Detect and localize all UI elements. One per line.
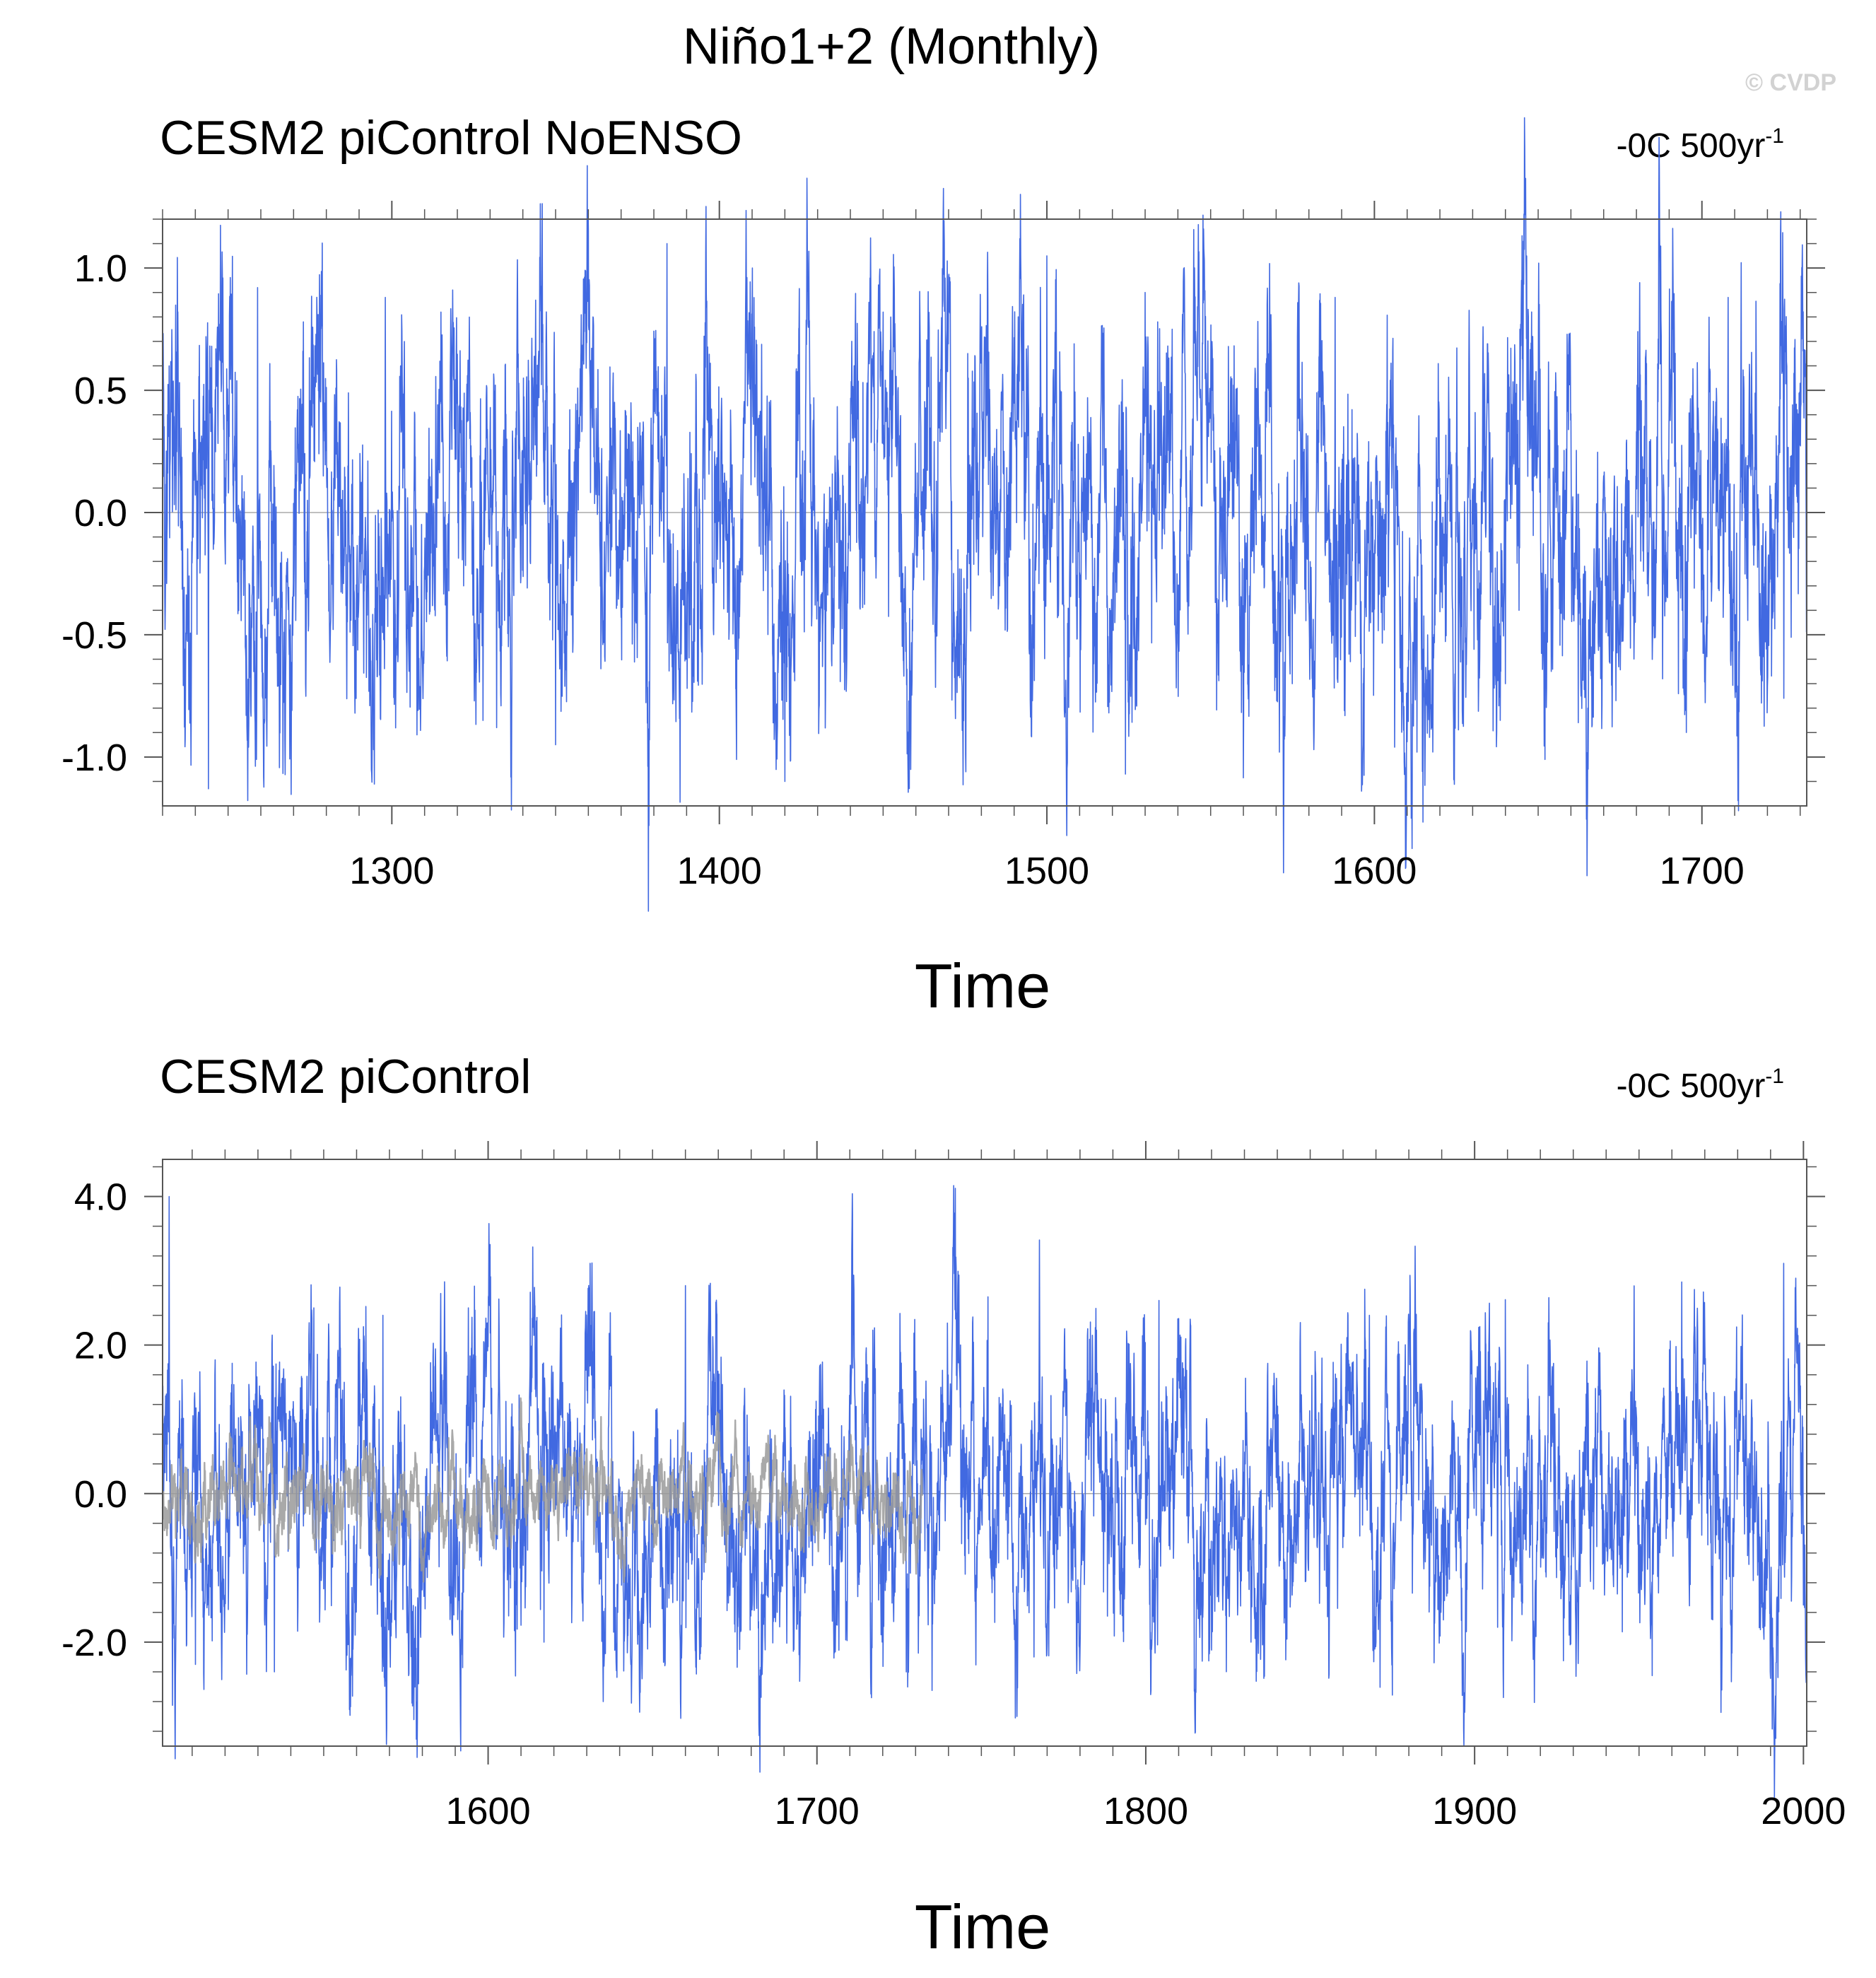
x-tick-label: 1600: [445, 1790, 530, 1832]
chart-panel-picontrol: CESM2 piControl -0C 500yr-1 1600 1700 1800…: [61, 1050, 1846, 1962]
right-label-text: -0C 500yr: [1617, 127, 1766, 165]
y-tick-label: 0.0: [74, 492, 127, 534]
credit-watermark: © CVDP: [1745, 69, 1836, 96]
plot-frame: [162, 218, 1807, 807]
x-tick-label: 1400: [677, 850, 762, 892]
x-tick-label: 1500: [1004, 850, 1089, 892]
panel-right-label: -0C 500yr-1: [1617, 124, 1784, 165]
figure-title: Niño1+2 (Monthly): [683, 18, 1100, 75]
tick-layer: 1600 1700 1800 1900 2000 -2.0 0.0 2.0 4.0: [61, 1141, 1846, 1832]
panel-right-label: -0C 500yr-1: [1617, 1065, 1784, 1105]
x-tick-label: 1600: [1332, 850, 1417, 892]
chart-panel-noenso: CESM2 piControl NoENSO -0C 500yr-1 1300 1…: [61, 111, 1825, 1021]
y-tick-label: 0.0: [74, 1473, 127, 1516]
tick-layer: 1300 1400 1500 1600 1700 -1.0 -0.5 0.0 0.5 1.0: [61, 201, 1825, 892]
x-tick-label: 2000: [1761, 1790, 1846, 1832]
y-tick-label: 2.0: [74, 1325, 127, 1367]
x-axis-label: Time: [915, 951, 1050, 1021]
y-tick-label: 0.5: [74, 370, 127, 412]
right-label-exponent: -1: [1765, 1065, 1784, 1088]
panel-title: CESM2 piControl NoENSO: [160, 111, 742, 165]
right-label-exponent: -1: [1765, 124, 1784, 148]
right-label-text: -0C 500yr: [1617, 1067, 1766, 1105]
x-tick-label: 1800: [1103, 1790, 1188, 1832]
series-line-overlay: [161, 1397, 923, 1583]
x-tick-label: 1700: [775, 1790, 860, 1832]
series-line: [162, 117, 1807, 912]
x-tick-label: 1900: [1432, 1790, 1517, 1832]
x-tick-label: 1300: [349, 850, 434, 892]
y-tick-label: -2.0: [61, 1622, 127, 1664]
y-tick-label: 4.0: [74, 1176, 127, 1219]
series-layer: [162, 117, 1807, 912]
plot-frame: [162, 1159, 1807, 1747]
y-tick-label: -0.5: [61, 614, 127, 657]
series-layer: [161, 1185, 1807, 1798]
x-axis-label: Time: [915, 1892, 1050, 1962]
x-tick-label: 1700: [1660, 850, 1745, 892]
y-tick-label: 1.0: [74, 247, 127, 290]
y-tick-label: -1.0: [61, 737, 127, 779]
panel-title: CESM2 piControl: [160, 1050, 531, 1104]
series-line: [162, 1185, 1807, 1798]
